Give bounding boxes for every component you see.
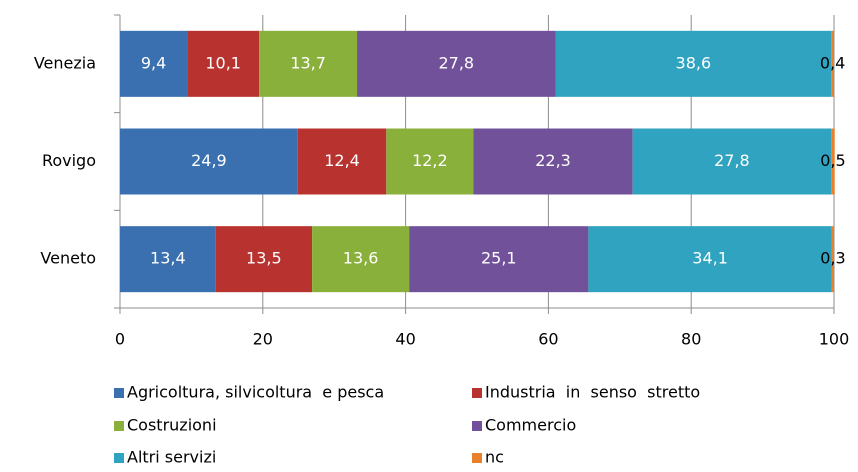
value-label: 25,1	[481, 249, 517, 268]
value-label: 38,6	[676, 53, 712, 72]
bar-segment	[831, 226, 834, 293]
value-label: 27,8	[714, 151, 750, 170]
legend-swatch	[114, 453, 124, 463]
x-tick-label: 20	[253, 330, 273, 349]
bar-segment	[831, 30, 834, 97]
legend-swatch	[472, 421, 482, 431]
bar-segment	[187, 30, 260, 97]
legend-swatch	[472, 453, 482, 463]
legend-swatch	[472, 388, 482, 398]
value-label: 13,7	[290, 53, 326, 72]
value-label: 22,3	[535, 151, 571, 170]
bar-segment	[120, 30, 188, 97]
value-label: 9,4	[141, 53, 166, 72]
bar-segment	[473, 128, 633, 195]
value-label: 0,5	[820, 151, 845, 170]
legend-label: Commercio	[485, 416, 576, 435]
bar-segment	[120, 128, 298, 195]
value-label: 24,9	[191, 151, 227, 170]
x-tick-label: 100	[819, 330, 850, 349]
bar-segment	[259, 30, 358, 97]
legend-label: nc	[485, 448, 504, 467]
bar-segment	[588, 226, 832, 293]
legend-label: Costruzioni	[127, 416, 217, 435]
y-tick-label: Venezia	[34, 53, 96, 72]
legend-label: Altri servizi	[127, 448, 216, 467]
value-label: 34,1	[692, 249, 728, 268]
bar-segment	[831, 128, 835, 195]
x-tick-label: 80	[681, 330, 701, 349]
bar-segment	[120, 226, 216, 293]
bar-segment	[215, 226, 313, 293]
x-tick-label: 0	[115, 330, 125, 349]
bar-segment	[632, 128, 832, 195]
value-label: 12,4	[324, 151, 360, 170]
x-tick-label: 60	[538, 330, 558, 349]
y-tick-label: Rovigo	[42, 151, 96, 170]
legend-swatch	[114, 388, 124, 398]
bar-segment	[409, 226, 589, 293]
bar-segment	[357, 30, 556, 97]
value-label: 13,5	[246, 249, 282, 268]
value-label: 27,8	[438, 53, 474, 72]
value-label: 13,6	[343, 249, 379, 268]
legend-swatch	[114, 421, 124, 431]
y-tick-label: Veneto	[40, 249, 96, 268]
value-label: 10,1	[205, 53, 241, 72]
value-label: 0,3	[820, 249, 845, 268]
bar-segment	[297, 128, 387, 195]
value-label: 13,4	[150, 249, 186, 268]
bar-segment	[386, 128, 474, 195]
bar-segment	[312, 226, 410, 293]
legend-label: Industria in senso stretto	[485, 383, 700, 402]
x-tick-label: 40	[395, 330, 415, 349]
value-label: 12,2	[412, 151, 448, 170]
bar-segment	[555, 30, 832, 97]
legend-label: Agricoltura, silvicoltura e pesca	[127, 383, 384, 402]
value-label: 0,4	[820, 53, 845, 72]
